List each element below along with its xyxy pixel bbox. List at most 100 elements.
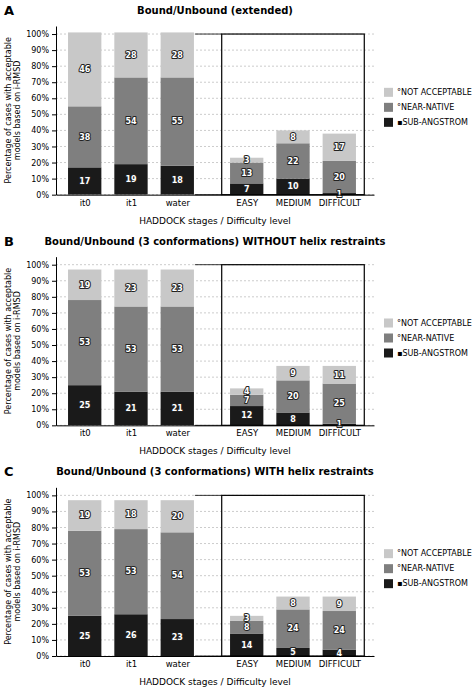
tick-label: 90%: [31, 277, 49, 286]
tick: water: [166, 195, 191, 208]
tick: 40%: [31, 357, 56, 366]
bars: [68, 32, 356, 194]
bar: [161, 392, 194, 426]
series: [68, 77, 356, 193]
bar: [161, 270, 194, 307]
legend: °NOT ACCEPTABLE°NEAR-NATIVE▪SUB-ANGSTROM: [384, 319, 472, 358]
data-label: 5: [290, 648, 296, 657]
data-labels: 2521211281535353720251923234911: [79, 281, 345, 430]
bar: [161, 500, 194, 532]
panel-label: B: [4, 234, 14, 249]
grid-line: [56, 130, 374, 131]
tick: DIFFICULT: [319, 195, 362, 208]
y-axis-title: Percentage of cases with acceptablemodel…: [4, 268, 22, 414]
tick-mark: [52, 66, 56, 67]
tick-label: 60%: [31, 94, 49, 103]
bar: [276, 130, 309, 143]
bars: [68, 270, 356, 426]
tick-mark: [52, 265, 56, 266]
panel-label: A: [4, 3, 14, 18]
tick-mark: [52, 297, 56, 298]
y-axis-title: Percentage of cases with acceptablemodel…: [4, 498, 22, 644]
data-label: 20: [172, 512, 184, 521]
tick-mark: [52, 544, 56, 545]
data-label: 46: [79, 65, 91, 74]
bar: [68, 32, 101, 106]
legend-label: ▪SUB-ANGSTROM: [397, 118, 468, 127]
legend-swatch: [384, 549, 393, 558]
bar: [68, 500, 101, 531]
tick-label: 20%: [31, 389, 49, 398]
connector: [195, 495, 222, 496]
data-label: 53: [125, 567, 136, 576]
bar: [161, 532, 194, 619]
tick-label: 10%: [31, 636, 49, 645]
tick: 10%: [31, 636, 56, 645]
tick-mark: [52, 511, 56, 512]
title: Bound/Unbound (3 conformations) WITHOUT …: [44, 236, 385, 247]
tick: water: [166, 425, 191, 438]
tick: 0%: [36, 191, 56, 200]
tick: it1: [126, 425, 137, 438]
tick: EASY: [236, 656, 259, 669]
tick: 0%: [36, 421, 56, 430]
group-box: [222, 265, 365, 426]
tick: 50%: [31, 341, 56, 350]
tick-mark: [52, 527, 56, 528]
tick-mark: [52, 495, 56, 496]
data-label: 54: [172, 571, 184, 580]
tick-label: MEDIUM: [276, 428, 311, 438]
tick: 20%: [31, 389, 56, 398]
bar: [114, 392, 147, 426]
bar: [161, 619, 194, 656]
x-axis: it0it1waterEASYMEDIUMDIFFICULT: [57, 425, 375, 438]
tick-mark: [52, 393, 56, 394]
data-label: 23: [172, 284, 183, 293]
tick-mark: [52, 377, 56, 378]
bar: [230, 183, 263, 194]
tick-mark: [52, 50, 56, 51]
bar: [161, 32, 194, 77]
bar: [276, 380, 309, 412]
connector: [195, 264, 222, 265]
bar: [323, 161, 356, 193]
tick-label: MEDIUM: [276, 198, 311, 208]
data-label: 8: [244, 623, 250, 632]
grid-line: [56, 527, 374, 528]
tick-mark: [52, 425, 56, 426]
tick-mark: [52, 624, 56, 625]
bar: [230, 163, 263, 184]
data-label: 9: [336, 600, 342, 609]
tick: EASY: [236, 425, 259, 438]
data-label: 10: [287, 182, 299, 191]
legend-swatch: [384, 334, 393, 343]
bar: [114, 614, 147, 656]
tick-label: MEDIUM: [276, 659, 311, 669]
tick: 60%: [31, 325, 56, 334]
tick-label: 40%: [31, 588, 49, 597]
tick-mark: [52, 98, 56, 99]
tick-label: water: [166, 198, 191, 208]
tick: it0: [80, 425, 91, 438]
grid-line: [56, 543, 374, 544]
legend-item: ▪SUB-ANGSTROM: [384, 118, 468, 127]
tick: 90%: [31, 46, 56, 55]
legend-swatch: [384, 103, 393, 112]
grid-line: [56, 114, 374, 115]
tick-label: 60%: [31, 325, 49, 334]
tick-label: 100%: [26, 491, 49, 500]
bar: [114, 306, 147, 391]
bar: [114, 32, 147, 77]
tick-label: it1: [126, 659, 137, 669]
tick-mark: [52, 130, 56, 131]
tick: MEDIUM: [276, 195, 311, 208]
tick-mark: [52, 163, 56, 164]
tick-label: 80%: [31, 293, 49, 302]
legend: °NOT ACCEPTABLE°NEAR-NATIVE▪SUB-ANGSTROM: [384, 88, 472, 127]
series: [68, 385, 356, 425]
legend-item: °NOT ACCEPTABLE: [384, 319, 472, 328]
legend-item: °NEAR-NATIVE: [384, 103, 454, 112]
tick: 80%: [31, 293, 56, 302]
tick-label: 0%: [36, 652, 49, 661]
group-box: [222, 495, 365, 656]
